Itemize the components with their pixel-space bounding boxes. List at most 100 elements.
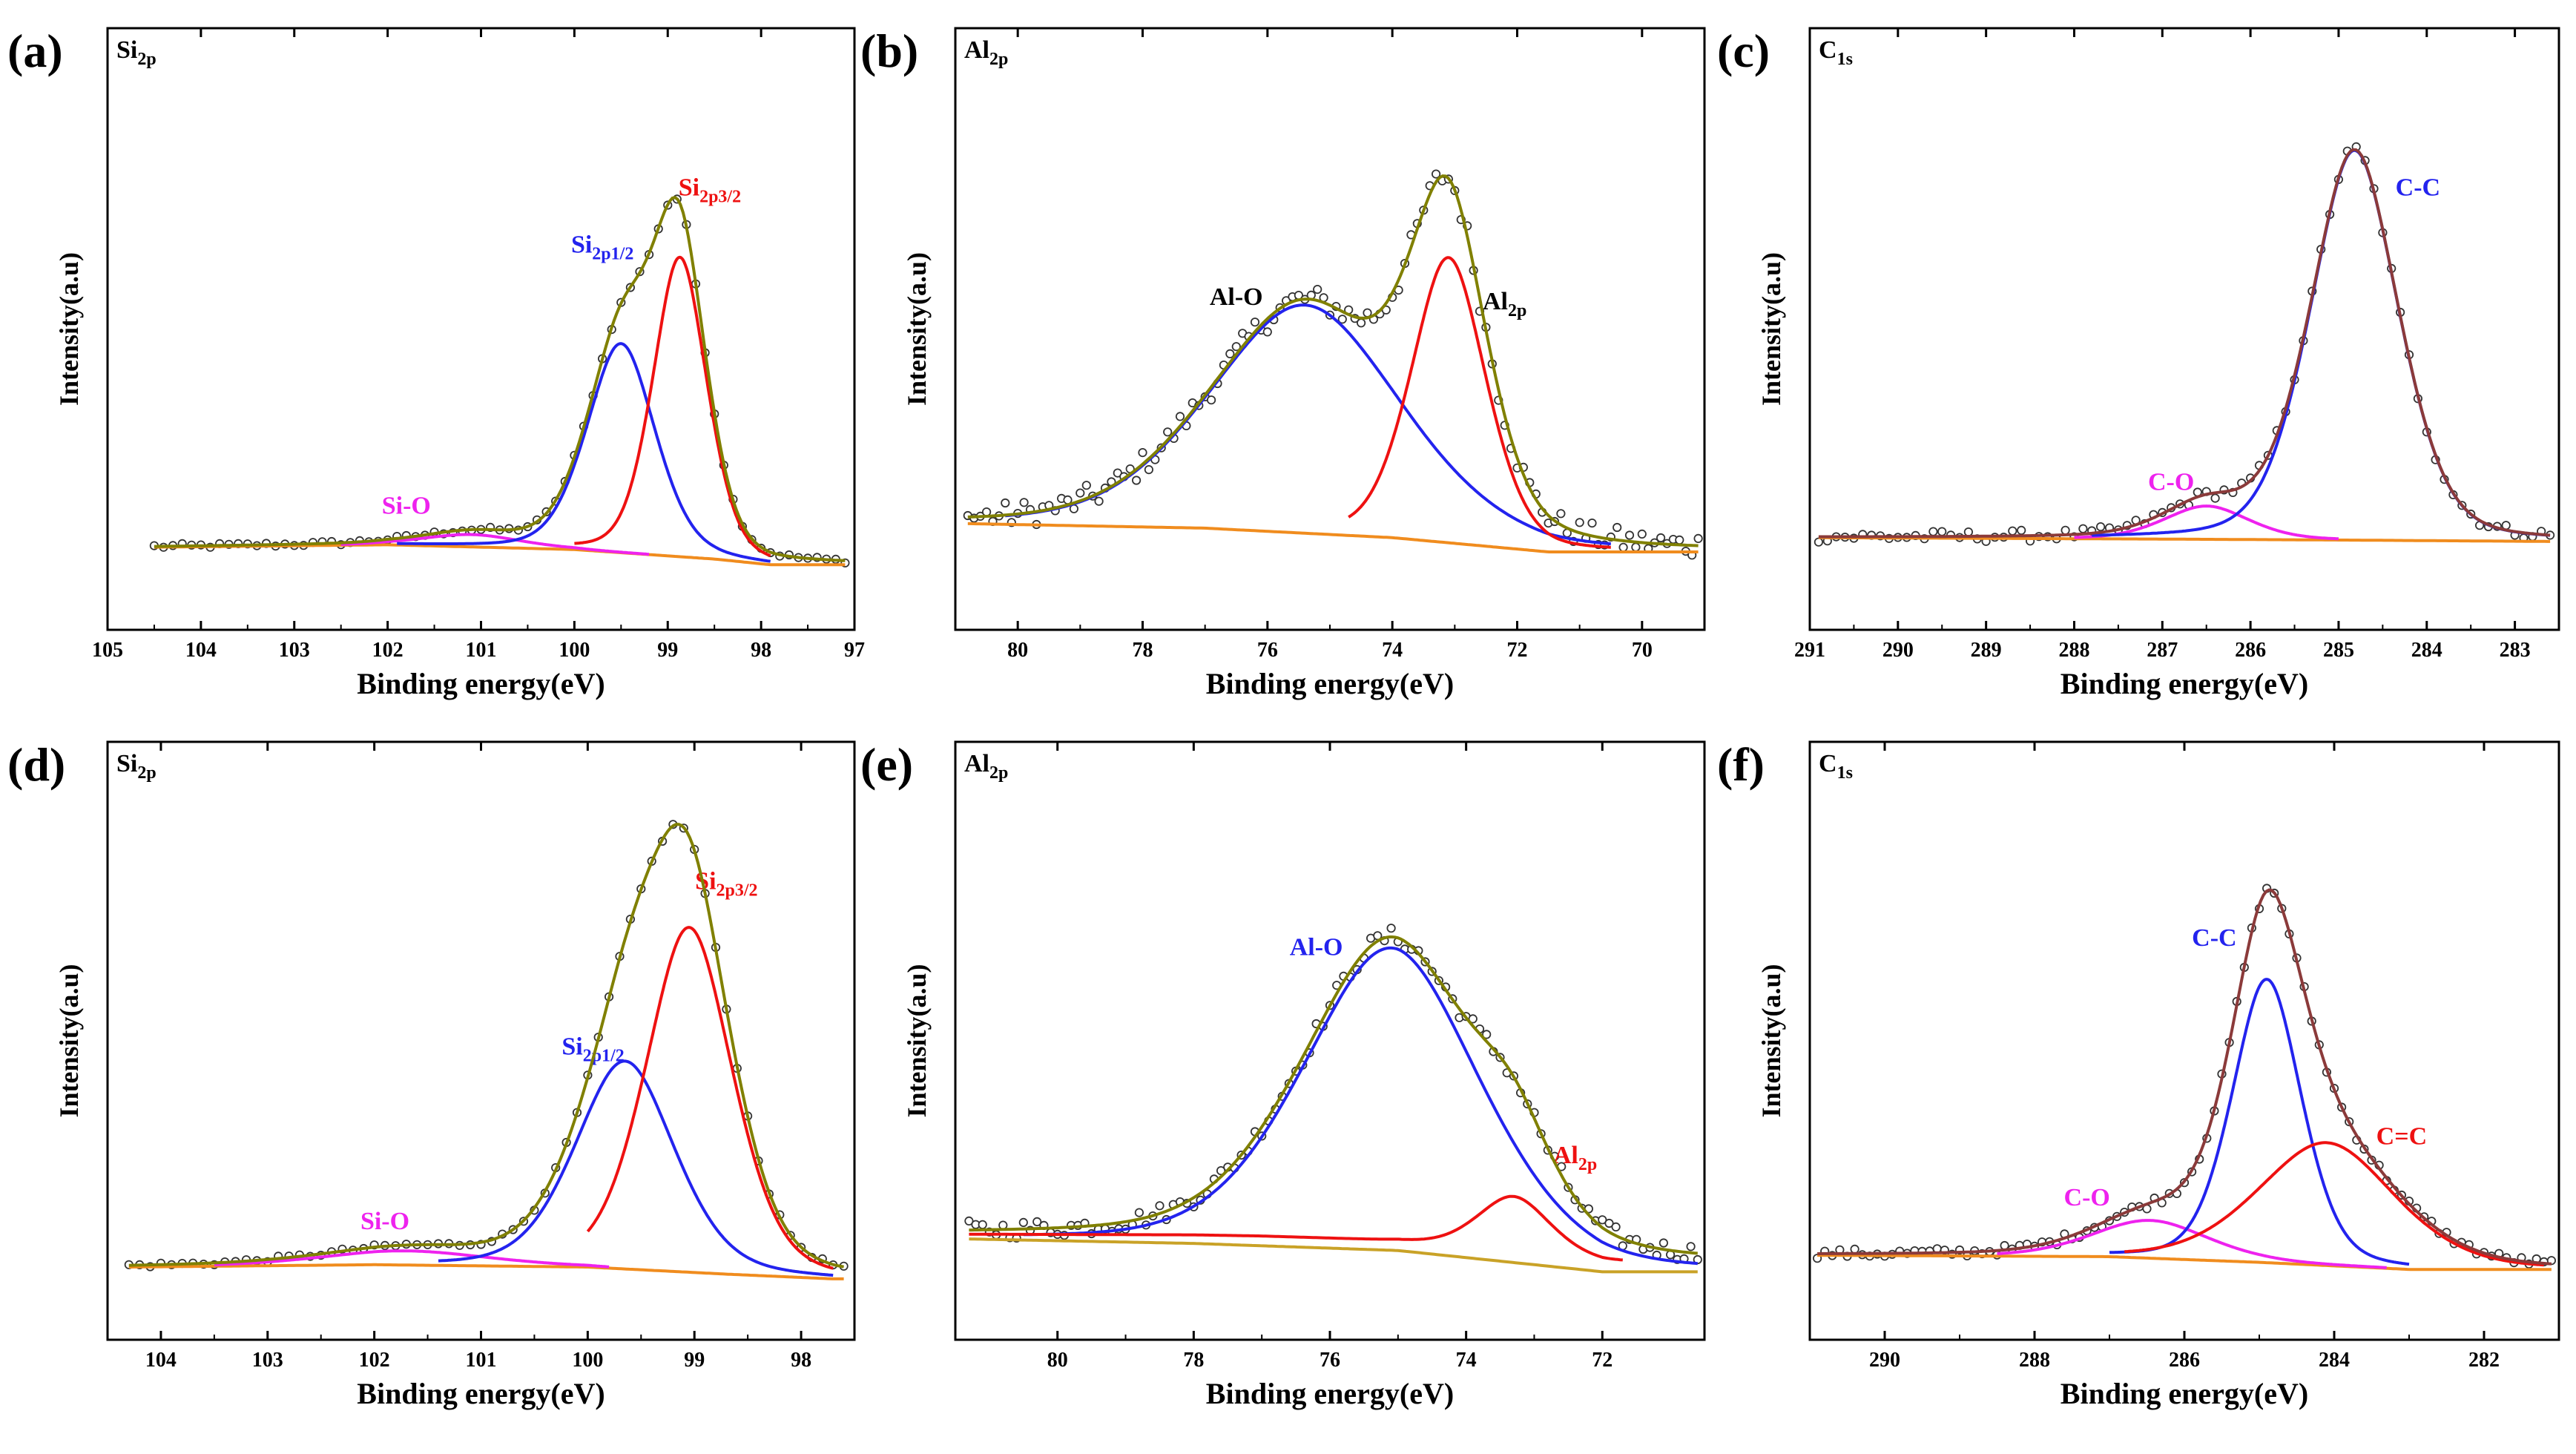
peak-label: Si2p3/2: [695, 868, 757, 901]
peak-label: Al-O: [1290, 934, 1343, 961]
data-point: [1019, 498, 1029, 507]
x-axis-label: Binding energy(eV): [1206, 667, 1454, 700]
data-point: [1686, 1242, 1696, 1251]
peak-label-text: Al-O: [1290, 934, 1343, 961]
plot-frame: [1808, 27, 2560, 631]
data-point: [1963, 527, 1973, 537]
x-tick-label: 102: [359, 1349, 390, 1372]
panel-label: (c): [1717, 24, 1770, 77]
x-tick-label: 290: [1882, 639, 1914, 662]
data-point: [1631, 542, 1641, 552]
x-axis-label: Binding energy(eV): [1206, 1377, 1454, 1410]
peak-label: C-C: [2192, 924, 2236, 952]
data-point: [1032, 1217, 1042, 1227]
plot-frame: [954, 27, 1706, 631]
panel-subtitle: Si2p: [116, 36, 157, 69]
panel-label: (d): [7, 738, 65, 791]
peak-si-o: [214, 1249, 610, 1269]
x-tick-label: 102: [372, 639, 403, 662]
x-tick-label: 99: [657, 639, 678, 662]
peak-label-subscript: 2p1/2: [583, 1046, 625, 1065]
data-point: [1018, 1217, 1028, 1228]
data-point: [1482, 1030, 1492, 1039]
peak-label: Al-O: [1210, 283, 1263, 311]
data-point: [1075, 488, 1085, 498]
envelope-fit: [1818, 148, 2551, 539]
data-point: [964, 1216, 974, 1226]
data-point: [1637, 529, 1647, 539]
data-point: [1216, 1166, 1226, 1176]
data-point: [1337, 315, 1347, 324]
panel-subtitle: C1s: [1819, 750, 1853, 783]
y-axis-label: Intensity(a.u): [1756, 252, 1786, 406]
peak-label-subscript: 2p1/2: [592, 244, 633, 263]
x-tick-label: 100: [572, 1349, 603, 1372]
x-tick-label: 101: [466, 639, 497, 662]
x-tick-label: 286: [2235, 639, 2266, 662]
peak-label-text: C=C: [2376, 1122, 2427, 1150]
peak-label: Si-O: [360, 1208, 409, 1235]
data-point: [1225, 349, 1235, 358]
x-tick-label: 282: [2468, 1349, 2500, 1372]
subtitle-element: Si: [116, 36, 137, 64]
peak-label-text: Al-O: [1210, 283, 1263, 311]
data-point: [1693, 533, 1703, 544]
data-point: [1468, 1014, 1478, 1024]
x-axis-label: Binding energy(eV): [2061, 667, 2308, 700]
x-axis-label: Binding energy(eV): [357, 1377, 605, 1410]
data-point: [1250, 318, 1260, 327]
peak-label: C-O: [2064, 1184, 2110, 1211]
data-point: [1175, 412, 1185, 421]
x-tick-label: 103: [279, 639, 310, 662]
peak-label-subscript: 2p3/2: [699, 187, 741, 206]
subtitle-subscript: 2p: [989, 50, 1008, 69]
data-point: [1587, 518, 1597, 528]
x-tick-label: 103: [252, 1349, 283, 1372]
data-point: [1134, 1208, 1144, 1217]
y-axis-label: Intensity(a.u): [54, 964, 84, 1117]
x-tick-label: 289: [1971, 639, 2002, 662]
y-axis-label: Intensity(a.u): [54, 252, 84, 406]
peak-label-text: Si: [679, 174, 699, 201]
x-tick-label: 283: [2500, 639, 2531, 662]
peak-label-text: Al: [1483, 288, 1508, 315]
data-point: [1262, 327, 1272, 337]
x-tick-label: 74: [1382, 639, 1403, 662]
data-point: [1313, 284, 1322, 295]
x-tick-label: 78: [1183, 1349, 1204, 1372]
peak-label-text: Si: [571, 231, 592, 258]
peak-label-text: C-O: [2064, 1184, 2110, 1211]
data-point: [1937, 527, 1947, 536]
panel-subtitle: C1s: [1819, 36, 1853, 69]
x-tick-label: 288: [2019, 1349, 2050, 1372]
subtitle-element: C: [1819, 750, 1837, 777]
data-point: [2061, 525, 2070, 535]
peak-c-c: [2124, 1141, 2544, 1267]
envelope-fit: [1817, 888, 2552, 1266]
subtitle-subscript: 2p: [137, 763, 156, 783]
data-point: [1624, 530, 1635, 540]
x-tick-label: 80: [1007, 639, 1028, 662]
y-axis-label: Intensity(a.u): [902, 964, 932, 1117]
y-axis-label: Intensity(a.u): [1756, 964, 1786, 1117]
data-point: [1814, 537, 1823, 547]
peak-label: Si2p1/2: [571, 231, 633, 263]
x-tick-label: 104: [185, 639, 217, 662]
x-tick-label: 105: [92, 639, 123, 662]
data-points: [1813, 884, 2556, 1269]
x-tick-label: 76: [1320, 1349, 1340, 1372]
data-point: [1207, 395, 1216, 405]
plot-frame: [954, 740, 1706, 1341]
data-point: [1357, 318, 1366, 328]
peak-label: Si2p1/2: [561, 1033, 624, 1065]
subtitle-subscript: 2p: [989, 763, 1008, 783]
peak-si-o: [340, 533, 650, 556]
data-point: [1138, 447, 1147, 458]
data-points: [963, 169, 1703, 560]
peak-si2p1-2: [397, 342, 771, 563]
data-point: [2008, 526, 2017, 536]
panel-subtitle: Si2p: [116, 750, 157, 783]
